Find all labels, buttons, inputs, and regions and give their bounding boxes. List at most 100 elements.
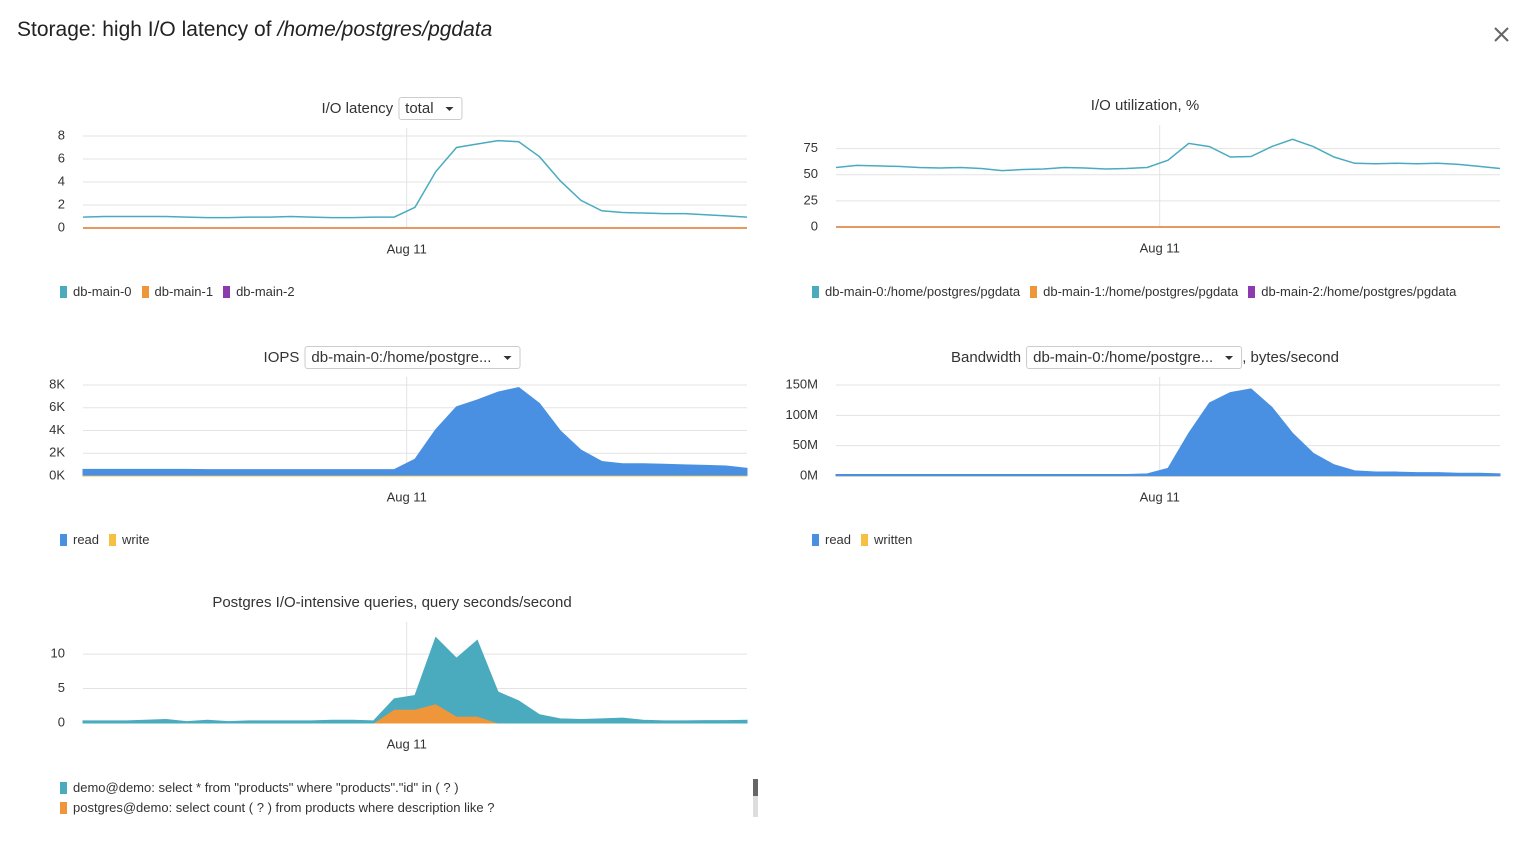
y-tick-label: 25 <box>804 192 818 207</box>
legend-item: write <box>109 532 149 547</box>
series-dropdown[interactable]: db-main-0:/home/postgre... <box>1026 346 1243 369</box>
legend-label: read <box>73 532 100 547</box>
title-path: /home/postgres/pgdata <box>277 18 493 41</box>
legend-label: db-main-2 <box>236 284 295 299</box>
legend-swatch <box>1030 285 1038 298</box>
title-text: Storage: high I/O latency of <box>17 18 272 41</box>
legend-item: demo@demo: select * from "products" wher… <box>60 780 494 795</box>
x-tick-label: Aug 11 <box>387 736 427 751</box>
y-tick-label: 4K <box>49 422 65 437</box>
legend-item: written <box>861 532 912 547</box>
y-tick-label: 150M <box>785 376 818 391</box>
scrollbar-thumb[interactable] <box>753 779 758 796</box>
y-tick-label: 0 <box>58 219 65 234</box>
title-suffix: , bytes/second <box>1242 349 1339 366</box>
y-tick-label: 50M <box>793 437 818 452</box>
legend-swatch <box>861 533 869 546</box>
close-icon[interactable] <box>1494 27 1509 42</box>
y-tick-label: 8 <box>58 127 65 142</box>
legend: read write <box>60 532 149 547</box>
y-tick-label: 0K <box>49 467 65 482</box>
legend-swatch <box>812 285 819 298</box>
legend: db-main-0 db-main-1 db-main-2 <box>60 284 295 299</box>
legend-label: db-main-1:/home/postgres/pgdata <box>1043 284 1239 299</box>
legend-label: postgres@demo: select count ( ? ) from p… <box>73 800 495 815</box>
legend-swatch <box>60 533 67 546</box>
close-button[interactable] <box>1494 27 1509 42</box>
plot: 0 25 50 75 Aug 11 <box>804 125 1501 255</box>
title-text: Postgres I/O-intensive queries, query se… <box>212 594 572 611</box>
legend-swatch <box>60 285 67 298</box>
title-text: IOPS <box>263 349 300 366</box>
plot: 0K 2K 4K 6K 8K Aug 11 <box>49 376 748 504</box>
legend: db-main-0:/home/postgres/pgdata db-main-1… <box>812 284 1456 299</box>
legend-label: demo@demo: select * from "products" wher… <box>73 780 459 795</box>
plot: 0 5 10 Aug 11 <box>51 622 748 751</box>
legend-label: db-main-0:/home/postgres/pgdata <box>825 284 1021 299</box>
plot: 0 2 4 6 8 Aug 11 <box>58 127 748 256</box>
series-line <box>82 139 748 219</box>
legend-label: written <box>874 532 913 547</box>
y-tick-label: 8K <box>49 376 65 391</box>
y-tick-label: 5 <box>58 680 65 695</box>
x-tick-label: Aug 11 <box>387 489 427 504</box>
legend-swatch <box>60 781 67 794</box>
title-text: I/O latency <box>321 100 394 117</box>
x-tick-label: Aug 11 <box>1140 240 1180 255</box>
title-text: I/O utilization, % <box>1090 97 1200 114</box>
legend-swatch <box>223 285 231 298</box>
legend-item: db-main-1 <box>141 284 214 299</box>
legend-label: write <box>122 532 150 547</box>
legend-item: postgres@demo: select count ( ? ) from p… <box>60 800 494 815</box>
chart-title: I/O utilization, % <box>1091 97 1199 114</box>
legend-item: db-main-0 <box>60 284 132 299</box>
series-area <box>82 386 748 476</box>
series-area <box>82 636 748 724</box>
legend-swatch <box>141 285 149 298</box>
legend-item: read <box>812 532 851 547</box>
legend-label: db-main-0 <box>73 284 132 299</box>
legend-label: db-main-2:/home/postgres/pgdata <box>1261 284 1457 299</box>
y-tick-label: 0 <box>811 218 818 233</box>
legend-swatch <box>60 801 67 814</box>
scrollbar-track[interactable] <box>753 779 758 817</box>
series-dropdown[interactable]: db-main-0:/home/postgre... <box>304 346 521 369</box>
legend-swatch <box>109 533 117 546</box>
series-area <box>835 388 1501 477</box>
x-tick-label: Aug 11 <box>387 241 427 256</box>
legend-label: read <box>825 532 852 547</box>
chart-title: IOPS db-main-0:/home/postgre... <box>264 346 521 369</box>
y-tick-label: 0 <box>58 714 65 729</box>
y-tick-label: 2 <box>58 196 65 211</box>
x-tick-label: Aug 11 <box>1140 489 1180 504</box>
legend-swatch <box>1248 285 1256 298</box>
series-line <box>835 138 1501 172</box>
title-text: Bandwidth <box>951 349 1022 366</box>
series-dropdown[interactable]: total <box>398 97 463 120</box>
legend-item: db-main-2 <box>223 284 295 299</box>
y-tick-label: 4 <box>58 173 65 188</box>
y-tick-label: 6K <box>49 399 65 414</box>
y-tick-label: 75 <box>804 140 818 155</box>
dialog-title: Storage: high I/O latency of/home/postgr… <box>17 18 492 42</box>
legend-item: db-main-1:/home/postgres/pgdata <box>1030 284 1238 299</box>
legend: read written <box>812 532 912 547</box>
legend-item: read <box>60 532 99 547</box>
legend-item: db-main-0:/home/postgres/pgdata <box>812 284 1020 299</box>
plot: 0M 50M 100M 150M Aug 11 <box>785 376 1501 504</box>
chart-title: I/O latency total <box>321 97 463 120</box>
legend-item: db-main-2:/home/postgres/pgdata <box>1248 284 1456 299</box>
legend-swatch <box>812 533 819 546</box>
chart-title: Bandwidth db-main-0:/home/postgre..., byt… <box>951 346 1339 369</box>
y-tick-label: 10 <box>51 646 65 661</box>
chart-title: Postgres I/O-intensive queries, query se… <box>212 594 571 611</box>
y-tick-label: 2K <box>49 445 65 460</box>
y-tick-label: 6 <box>58 150 65 165</box>
legend: demo@demo: select * from "products" wher… <box>60 780 494 815</box>
y-tick-label: 50 <box>804 166 818 181</box>
y-tick-label: 100M <box>785 407 818 422</box>
legend-label: db-main-1 <box>154 284 214 299</box>
y-tick-label: 0M <box>800 467 818 482</box>
